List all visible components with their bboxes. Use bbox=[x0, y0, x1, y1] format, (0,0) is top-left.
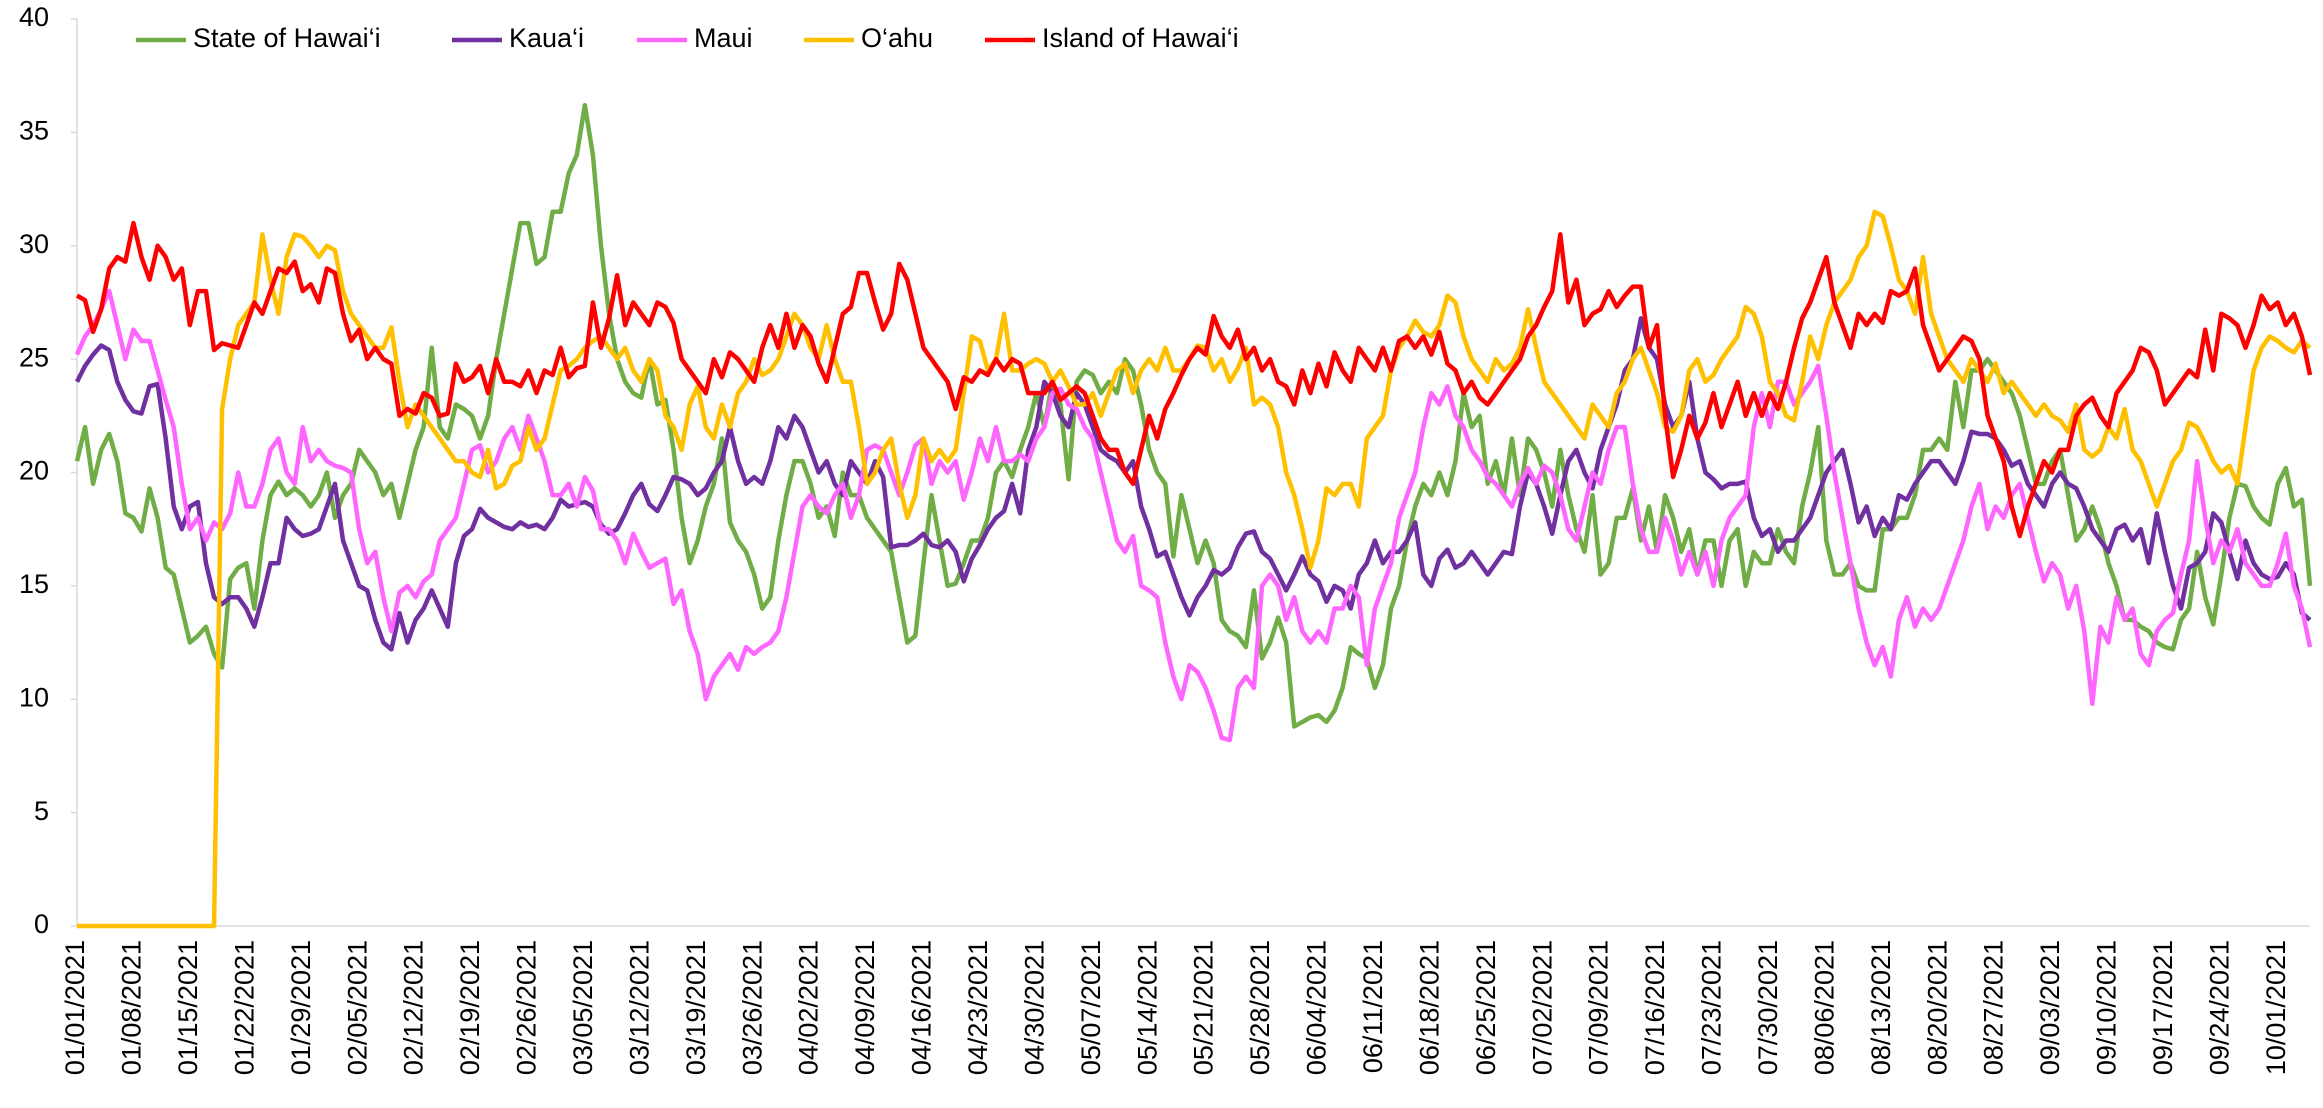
series-line bbox=[77, 209, 2312, 929]
x-tick-label: 09/03/2021 bbox=[2035, 940, 2065, 1075]
legend-label: State of Hawai‘i bbox=[193, 23, 381, 53]
x-tick-label: 05/14/2021 bbox=[1132, 940, 1162, 1075]
series-line bbox=[74, 316, 2312, 652]
legend-label: Kaua‘i bbox=[509, 23, 584, 53]
x-tick-label: 01/08/2021 bbox=[117, 940, 147, 1075]
x-tick-label: 05/28/2021 bbox=[1245, 940, 1275, 1075]
y-tick-label: 25 bbox=[19, 342, 49, 372]
x-tick-label: 06/04/2021 bbox=[1302, 940, 1332, 1075]
x-tick-label: 05/21/2021 bbox=[1189, 940, 1219, 1075]
y-tick-label: 20 bbox=[19, 456, 49, 486]
x-tick-label: 01/29/2021 bbox=[286, 940, 316, 1075]
x-tick-label: 01/15/2021 bbox=[173, 940, 203, 1075]
x-tick-label: 03/12/2021 bbox=[624, 940, 654, 1075]
y-tick-label: 5 bbox=[34, 796, 49, 826]
x-tick-label: 01/01/2021 bbox=[60, 940, 90, 1075]
x-tick-label: 04/16/2021 bbox=[907, 940, 937, 1075]
y-tick-label: 10 bbox=[19, 682, 49, 712]
y-tick-label: 30 bbox=[19, 229, 49, 259]
x-tick-label: 08/27/2021 bbox=[1979, 940, 2009, 1075]
x-tick-label: 01/22/2021 bbox=[229, 940, 259, 1075]
x-tick-label: 07/16/2021 bbox=[1640, 940, 1670, 1075]
x-tick-label: 06/18/2021 bbox=[1414, 940, 1444, 1075]
y-tick-label: 40 bbox=[19, 2, 49, 32]
x-tick-label: 09/10/2021 bbox=[2092, 940, 2122, 1075]
series-line bbox=[74, 102, 2313, 729]
y-tick-label: 0 bbox=[34, 909, 49, 939]
x-tick-label: 04/09/2021 bbox=[850, 940, 880, 1075]
x-tick-label: 07/09/2021 bbox=[1584, 940, 1614, 1075]
x-tick-label: 10/01/2021 bbox=[2261, 940, 2291, 1075]
x-tick-label: 02/19/2021 bbox=[455, 940, 485, 1075]
x-tick-label: 03/26/2021 bbox=[737, 940, 767, 1075]
x-tick-label: 07/30/2021 bbox=[1753, 940, 1783, 1075]
x-tick-label: 03/19/2021 bbox=[681, 940, 711, 1075]
y-tick-label: 35 bbox=[19, 116, 49, 146]
x-tick-label: 02/12/2021 bbox=[399, 940, 429, 1075]
x-tick-label: 09/24/2021 bbox=[2204, 940, 2234, 1075]
x-tick-label: 02/26/2021 bbox=[512, 940, 542, 1075]
legend-label: Island of Hawai‘i bbox=[1042, 23, 1239, 53]
x-tick-label: 03/05/2021 bbox=[568, 940, 598, 1075]
x-tick-label: 04/30/2021 bbox=[1019, 940, 1049, 1075]
x-tick-label: 02/05/2021 bbox=[342, 940, 372, 1075]
y-tick-label: 15 bbox=[19, 569, 49, 599]
x-tick-label: 08/20/2021 bbox=[1922, 940, 1952, 1075]
x-tick-label: 08/13/2021 bbox=[1866, 940, 1896, 1075]
x-tick-label: 06/11/2021 bbox=[1358, 940, 1388, 1073]
x-tick-label: 05/07/2021 bbox=[1076, 940, 1106, 1075]
legend-label: O‘ahu bbox=[861, 23, 933, 53]
x-tick-label: 07/23/2021 bbox=[1697, 940, 1727, 1075]
legend-label: Maui bbox=[694, 23, 753, 53]
series-line bbox=[75, 220, 2313, 539]
series-line bbox=[74, 288, 2313, 743]
x-tick-label: 08/06/2021 bbox=[1809, 940, 1839, 1075]
x-tick-label: 04/02/2021 bbox=[794, 940, 824, 1075]
x-tick-label: 09/17/2021 bbox=[2148, 940, 2178, 1075]
x-tick-label: 04/23/2021 bbox=[963, 940, 993, 1075]
x-tick-label: 07/02/2021 bbox=[1527, 940, 1557, 1075]
x-tick-label: 06/25/2021 bbox=[1471, 940, 1501, 1075]
